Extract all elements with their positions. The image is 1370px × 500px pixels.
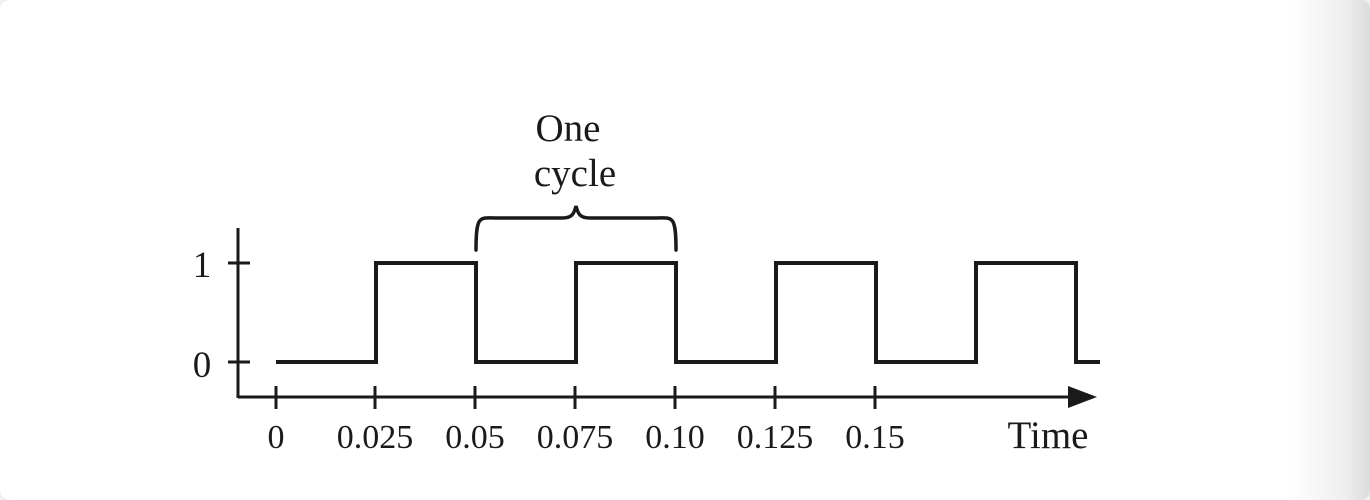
y-tick-label-1: 1 (193, 245, 212, 286)
square-wave-line (276, 261, 1100, 364)
x-tick-label: 0 (268, 419, 285, 456)
x-tick-label: 0.025 (337, 419, 414, 456)
x-tick-label: 0.075 (537, 419, 614, 456)
cycle-annotation-line-1: One (536, 107, 601, 150)
x-axis-label: Time (1008, 414, 1089, 457)
x-tick-label: 0.10 (645, 419, 705, 456)
x-axis-arrowhead (1068, 386, 1097, 408)
y-tick-label-0: 0 (193, 345, 212, 386)
x-tick-label: 0.05 (445, 419, 505, 456)
x-tick-label: 0.125 (737, 419, 814, 456)
cycle-annotation-line-2: cycle (534, 152, 616, 195)
x-tick-label: 0.15 (845, 419, 905, 456)
cycle-brace (474, 205, 678, 252)
